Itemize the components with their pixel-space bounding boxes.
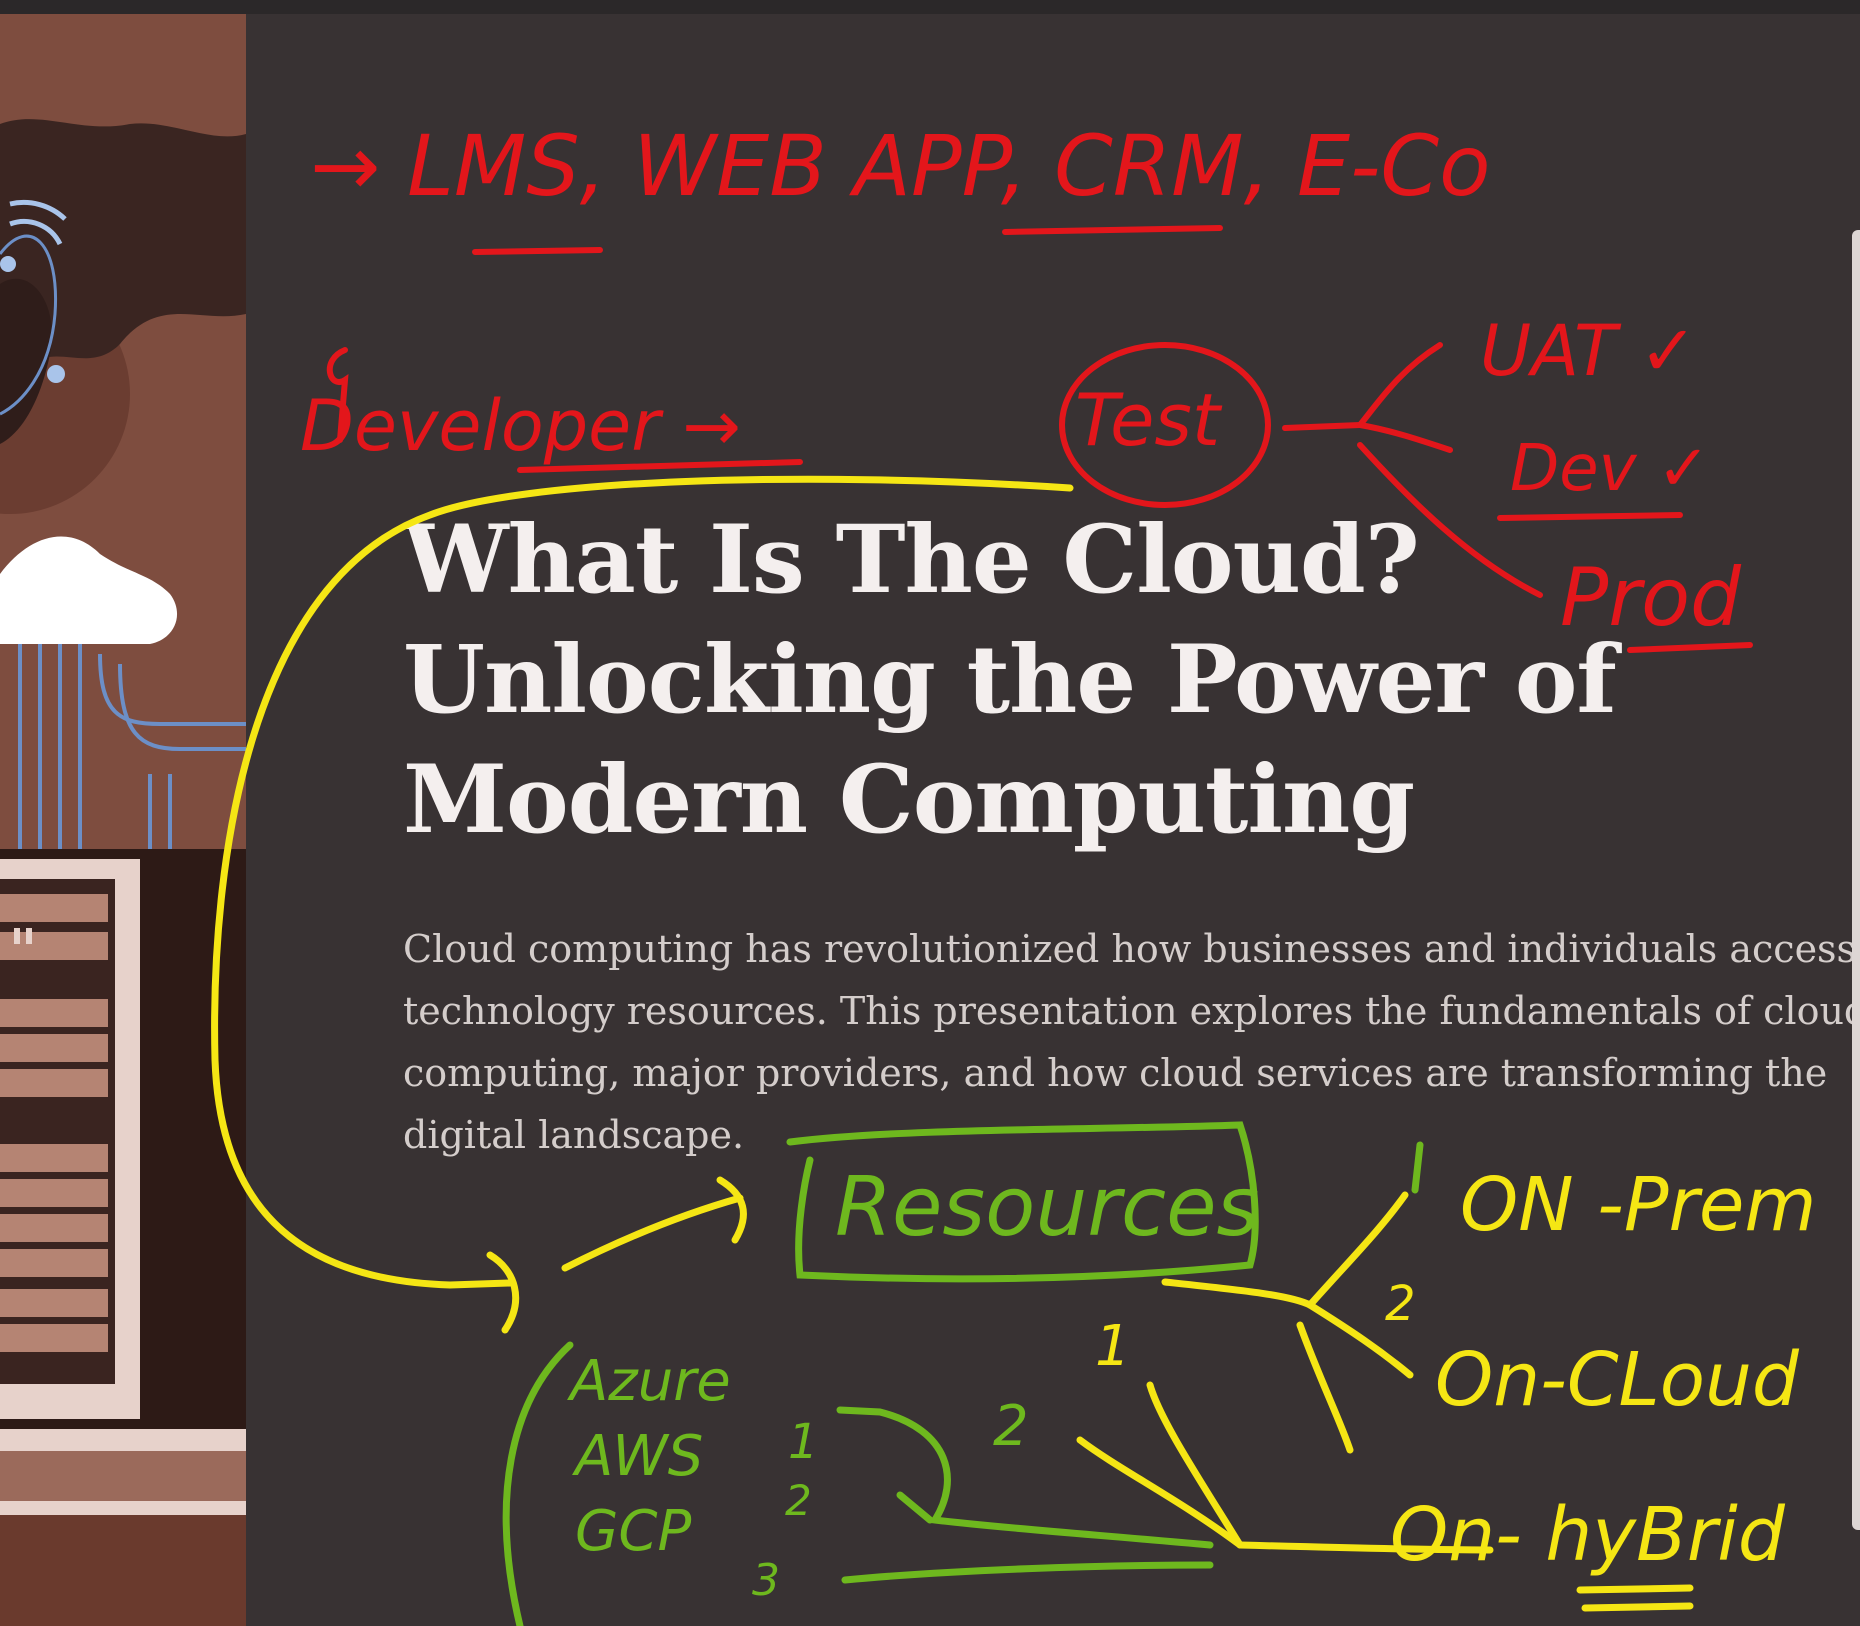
title-line: What Is The Cloud? xyxy=(403,505,1420,615)
cloud-illustration xyxy=(0,14,246,1626)
title-line: Unlocking the Power of xyxy=(403,625,1617,735)
body-line: technology resources. This presentation … xyxy=(403,989,1860,1033)
slide-body: Cloud computing has revolutionized how b… xyxy=(403,918,1860,1166)
slide-title: What Is The Cloud? Unlocking the Power o… xyxy=(403,500,1803,860)
panel-edge xyxy=(1852,230,1860,1530)
body-line: computing, major providers, and how clou… xyxy=(403,1051,1828,1095)
title-line: Modern Computing xyxy=(403,745,1415,855)
body-line: digital landscape. xyxy=(403,1113,745,1157)
body-line: Cloud computing has revolutionized how b… xyxy=(403,927,1857,971)
window-top-bar xyxy=(0,0,1860,15)
